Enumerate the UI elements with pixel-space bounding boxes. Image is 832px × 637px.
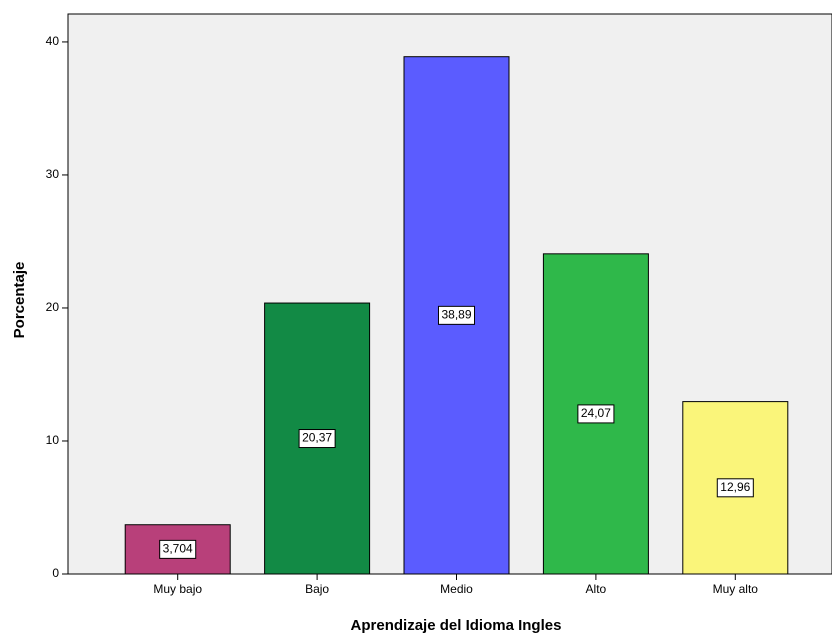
data-label-box [298,429,336,449]
y-tick-label: 20 [46,300,60,314]
data-label-box [716,478,754,498]
y-tick-label: 10 [46,433,60,447]
y-tick-label: 40 [46,34,60,48]
x-tick-label: Muy alto [713,582,759,596]
y-axis-title: Porcentaje [11,262,28,339]
y-tick-label: 30 [46,167,60,181]
x-tick-label: Medio [440,582,473,596]
y-tick-label: 0 [52,566,59,580]
data-label-box [437,305,476,325]
x-axis-title: Aprendizaje del Idioma Ingles [351,617,562,634]
x-tick-label: Alto [586,582,607,596]
data-label: 20,37 [302,431,332,445]
data-label-box [159,539,197,559]
x-tick-label: Bajo [305,582,329,596]
data-label: 3,704 [163,542,193,556]
data-label: 38,89 [441,308,471,322]
data-label: 24,07 [581,406,611,420]
x-tick-label: Muy bajo [153,582,202,596]
data-label-box [577,404,615,424]
data-label: 12,96 [720,480,750,494]
